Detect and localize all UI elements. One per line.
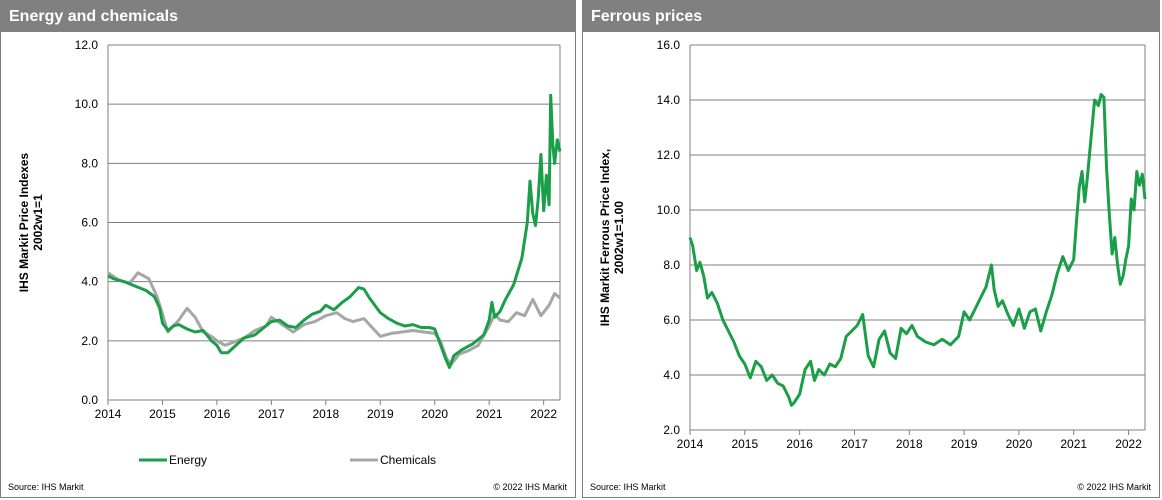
y-tick-label: 6.0 bbox=[81, 216, 98, 230]
y-tick-label: 10.0 bbox=[75, 97, 99, 111]
source-note: Source: IHS Markit bbox=[590, 482, 666, 492]
y-tick-label: 8.0 bbox=[663, 258, 680, 272]
y-tick-label: 4.0 bbox=[81, 275, 98, 289]
y-axis-title-line: IHS Markit Ferrous Price Index, bbox=[598, 149, 612, 326]
series-line-energy bbox=[107, 93, 562, 369]
y-tick-label: 8.0 bbox=[81, 156, 98, 170]
x-tick-label: 2016 bbox=[204, 407, 231, 421]
copyright-note: © 2022 IHS Markit bbox=[1077, 482, 1151, 492]
y-axis-title-line: 2002w1=1.00 bbox=[612, 201, 626, 274]
y-tick-label: 10.0 bbox=[657, 203, 681, 217]
legend-label-chemicals: Chemicals bbox=[380, 453, 436, 467]
x-tick-label: 2019 bbox=[367, 407, 394, 421]
y-tick-label: 0.0 bbox=[81, 393, 98, 407]
x-tick-label: 2014 bbox=[677, 437, 704, 451]
x-tick-label: 2016 bbox=[786, 437, 813, 451]
legend-label-energy: Energy bbox=[169, 453, 207, 467]
y-axis-title-line: 2002w1=1 bbox=[31, 194, 45, 251]
x-tick-label: 2017 bbox=[258, 407, 285, 421]
x-tick-label: 2022 bbox=[530, 407, 557, 421]
y-tick-label: 12.0 bbox=[75, 38, 99, 52]
x-tick-label: 2018 bbox=[312, 407, 339, 421]
x-tick-label: 2018 bbox=[896, 437, 923, 451]
x-tick-label: 2022 bbox=[1115, 437, 1142, 451]
y-tick-label: 2.0 bbox=[81, 334, 98, 348]
x-tick-label: 2014 bbox=[95, 407, 122, 421]
copyright-note: © 2022 IHS Markit bbox=[493, 482, 567, 492]
panel-title: Ferrous prices bbox=[583, 1, 1159, 32]
y-tick-label: 12.0 bbox=[657, 148, 681, 162]
x-tick-label: 2015 bbox=[149, 407, 176, 421]
source-note: Source: IHS Markit bbox=[8, 482, 84, 492]
y-axis-title: IHS Markit Price Indexes2002w1=1 bbox=[17, 152, 45, 292]
x-tick-label: 2019 bbox=[951, 437, 978, 451]
y-tick-label: 14.0 bbox=[657, 93, 681, 107]
series-line-chemicals bbox=[107, 271, 561, 366]
y-tick-label: 2.0 bbox=[663, 423, 680, 437]
y-axis-title-line: IHS Markit Price Indexes bbox=[17, 152, 31, 292]
energy-chemicals-chart: 0.0 2.0 4.0 6.0 8.0 10.0 12.0 2014 2015 2016 2017 2… bbox=[17, 38, 562, 467]
x-tick-label: 2017 bbox=[841, 437, 868, 451]
series-line-ferrous bbox=[688, 93, 1147, 407]
x-tick-label: 2015 bbox=[731, 437, 758, 451]
x-tick-label: 2021 bbox=[1060, 437, 1087, 451]
x-tick-label: 2021 bbox=[476, 407, 503, 421]
panel-title: Energy and chemicals bbox=[1, 1, 575, 32]
y-tick-label: 4.0 bbox=[663, 368, 680, 382]
x-tick-label: 2020 bbox=[1006, 437, 1033, 451]
energy-chemicals-panel: Energy and chemicals 0.0 2.0 4.0 6.0 8.0 10.0… bbox=[0, 0, 576, 498]
ferrous-prices-panel: Ferrous prices 2.0 4.0 6.0 8.0 10.0 12.0 14.0 1… bbox=[582, 0, 1160, 498]
y-tick-label: 6.0 bbox=[663, 313, 680, 327]
y-axis-title: IHS Markit Ferrous Price Index,2002w1=1.… bbox=[598, 149, 626, 326]
x-tick-label: 2020 bbox=[421, 407, 448, 421]
ferrous-prices-chart: 2.0 4.0 6.0 8.0 10.0 12.0 14.0 16.0 2014 2015 2016… bbox=[598, 38, 1147, 451]
y-tick-label: 16.0 bbox=[657, 38, 681, 52]
